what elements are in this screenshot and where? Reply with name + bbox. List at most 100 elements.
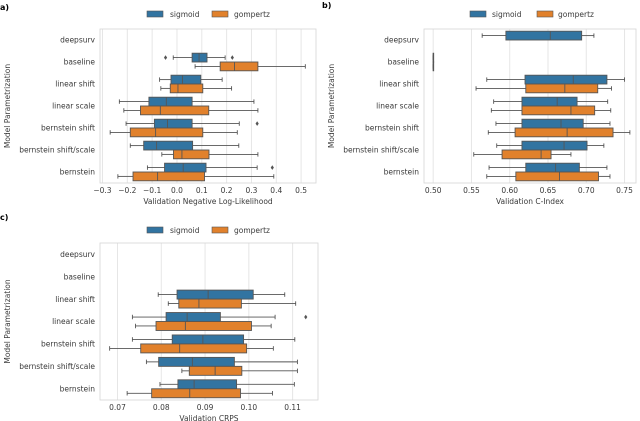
x-axis-label: Validation CRPS bbox=[179, 414, 238, 421]
axes-frame bbox=[99, 28, 317, 184]
y-category-label: linear shift bbox=[55, 295, 95, 304]
box-gompertz bbox=[473, 149, 572, 160]
y-category-label: baseline bbox=[64, 58, 96, 67]
iqr-box bbox=[515, 171, 599, 182]
iqr-box bbox=[514, 127, 614, 138]
x-tick-label: 0.10 bbox=[240, 403, 257, 412]
x-tick-label: 0.08 bbox=[153, 403, 170, 412]
box-sigmoid bbox=[131, 312, 308, 322]
x-tick-label: 0.0 bbox=[171, 186, 183, 195]
box-sigmoid bbox=[157, 289, 286, 300]
box-sigmoid bbox=[125, 118, 259, 129]
legend-label-gompertz: gompertz bbox=[558, 10, 594, 19]
iqr-box bbox=[176, 289, 254, 300]
iqr-box bbox=[148, 96, 193, 107]
box-sigmoid bbox=[145, 356, 298, 367]
iqr-box bbox=[173, 149, 210, 160]
box-sigmoid bbox=[118, 96, 255, 107]
legend-swatch-sigmoid bbox=[146, 226, 164, 234]
y-category-label: bernstein shift bbox=[41, 124, 95, 133]
box-gompertz bbox=[109, 343, 274, 354]
outlier-point bbox=[304, 314, 308, 320]
axes-frame bbox=[99, 242, 319, 401]
legend-swatch-sigmoid bbox=[146, 10, 164, 18]
iqr-box bbox=[501, 149, 552, 160]
x-axis-label: Validation Negative Log-Likelihood bbox=[143, 197, 273, 206]
box-gompertz bbox=[123, 105, 259, 116]
iqr-box bbox=[158, 356, 235, 367]
iqr-box bbox=[171, 334, 245, 345]
x-tick-label: 0.70 bbox=[578, 186, 595, 195]
legend-label-gompertz: gompertz bbox=[234, 10, 270, 19]
box-gompertz bbox=[117, 171, 275, 182]
box-gompertz bbox=[109, 127, 238, 138]
panel-label: b) bbox=[322, 1, 331, 10]
box-gompertz bbox=[167, 298, 297, 309]
iqr-box bbox=[140, 105, 210, 116]
box-gompertz bbox=[490, 105, 612, 116]
x-tick-label: 0.11 bbox=[284, 403, 301, 412]
y-category-label: bernstein bbox=[384, 168, 420, 177]
x-tick-label: 0.2 bbox=[221, 186, 233, 195]
legend: sigmoid gompertz bbox=[146, 10, 270, 19]
y-category-label: deepsurv bbox=[60, 250, 95, 259]
box-sigmoid bbox=[495, 118, 611, 129]
legend-label-sigmoid: sigmoid bbox=[492, 10, 522, 19]
iqr-box bbox=[524, 74, 608, 85]
iqr-box bbox=[191, 52, 208, 63]
iqr-box bbox=[153, 118, 193, 129]
iqr-box bbox=[521, 140, 588, 151]
y-category-label: baseline bbox=[388, 58, 420, 67]
box-gompertz bbox=[161, 149, 259, 160]
x-tick-label: 0.55 bbox=[463, 186, 480, 195]
y-category-label: bernstein shift bbox=[365, 124, 419, 133]
iqr-box bbox=[140, 343, 248, 354]
iqr-box bbox=[170, 74, 202, 85]
iqr-box bbox=[151, 388, 241, 399]
y-category-label: deepsurv bbox=[384, 36, 419, 45]
x-tick-label: −0.3 bbox=[93, 186, 111, 195]
panel-b-cindex: b) 0.50 0.55 0.60 0.65 0.70 0.75 Validation C-I… bbox=[322, 1, 637, 206]
iqr-box bbox=[521, 118, 584, 129]
box-gompertz bbox=[126, 388, 273, 399]
axes-frame bbox=[423, 28, 637, 184]
x-tick-label: 0.3 bbox=[245, 186, 257, 195]
x-tick-label: 0.60 bbox=[501, 186, 518, 195]
y-category-label: linear shift bbox=[55, 80, 95, 89]
box-sigmoid bbox=[481, 30, 595, 41]
panel-a-nll: a) −0.3 −0.2 −0.1 0.0 0.1 0.2 0.3 0.4 0.5 Validati… bbox=[0, 3, 317, 206]
box-sigmoid bbox=[131, 334, 296, 345]
iqr-box bbox=[219, 61, 259, 72]
iqr-box bbox=[155, 321, 252, 331]
y-category-label: baseline bbox=[64, 272, 96, 281]
x-tick-label: 0.4 bbox=[270, 186, 282, 195]
iqr-box bbox=[129, 127, 204, 138]
legend: sigmoid gompertz bbox=[146, 226, 270, 235]
box-gompertz bbox=[160, 83, 233, 94]
box-sigmoid bbox=[486, 74, 625, 85]
iqr-box bbox=[525, 83, 599, 94]
outlier-point bbox=[255, 121, 259, 126]
box-gompertz bbox=[432, 61, 435, 72]
y-category-label: bernstein shift bbox=[41, 340, 95, 349]
x-tick-label: −0.1 bbox=[143, 186, 161, 195]
box-gompertz bbox=[135, 321, 272, 331]
x-axis-label: Validation C-Index bbox=[496, 197, 565, 206]
box-sigmoid bbox=[159, 74, 223, 85]
legend-label-sigmoid: sigmoid bbox=[170, 10, 200, 19]
x-tick-label: −0.2 bbox=[118, 186, 136, 195]
legend-swatch-sigmoid bbox=[469, 10, 487, 18]
box-gompertz bbox=[475, 83, 612, 94]
iqr-box bbox=[169, 83, 204, 94]
y-category-label: bernstein shift/scale bbox=[19, 146, 95, 155]
x-tick-label: 0.1 bbox=[196, 186, 208, 195]
box-gompertz bbox=[487, 127, 631, 138]
iqr-box bbox=[525, 162, 580, 173]
y-category-label: bernstein bbox=[60, 168, 96, 177]
legend-label-sigmoid: sigmoid bbox=[170, 226, 200, 235]
y-category-label: linear scale bbox=[52, 102, 95, 111]
y-category-label: linear scale bbox=[52, 317, 95, 326]
box-sigmoid bbox=[496, 140, 605, 151]
iqr-box bbox=[521, 105, 596, 116]
